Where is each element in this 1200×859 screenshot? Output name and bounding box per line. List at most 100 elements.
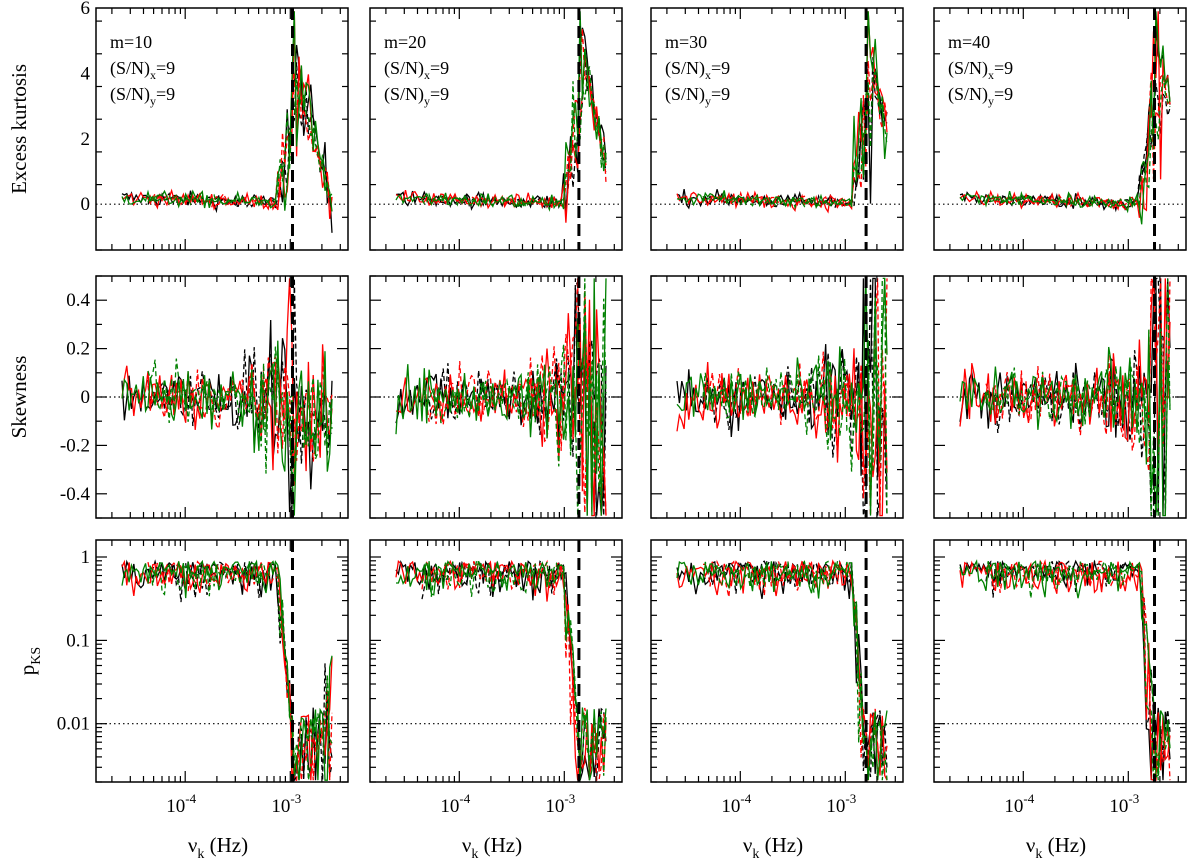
panel-pks-m10: 0.01 0.1 1 10-4 10-3: [57, 539, 349, 817]
series-line-black-dashed: [147, 62, 333, 209]
y-tick-label: 0.4: [66, 290, 90, 311]
series-line-red-dashed: [147, 72, 333, 210]
panel-kurt-m10: 0 2 4 6 m=10 (S/N)x=9(S/N)y=9: [81, 0, 349, 251]
series-line-red-dashed: [147, 356, 333, 470]
series-line-green-solid: [959, 11, 1171, 225]
x-axis-title: νk (Hz): [462, 833, 522, 859]
sn-x-label: (S/N)x=9: [665, 58, 730, 82]
panel-kurt-m30: m=30 (S/N)x=9(S/N)y=9: [650, 7, 904, 251]
series-line-red-solid: [676, 348, 888, 517]
sn-x-value: =9: [994, 58, 1013, 78]
y-tick-label: -0.4: [60, 484, 91, 505]
series-line-green-dashed: [702, 277, 888, 516]
panel-skew-m40: [933, 275, 1187, 519]
series-line-green-solid: [395, 11, 607, 210]
y-tick-label: 2: [81, 129, 91, 150]
series-line-green-dashed: [985, 559, 1171, 781]
y-tick-label: 0: [81, 194, 91, 215]
x-axis-title-sub: k: [752, 847, 759, 859]
x-tick-exponent: -4: [459, 791, 470, 806]
panel-pks-m30: 10-4 10-3: [650, 539, 904, 817]
y-axis-titles: Excess kurtosis Skewness pKS: [7, 64, 44, 675]
x-tick-exponent: -3: [845, 791, 856, 806]
sn-x-value: =9: [430, 58, 449, 78]
x-tick-label: 10-3: [826, 791, 856, 817]
y-tick-label: 0: [81, 387, 91, 408]
series-group: [959, 559, 1171, 781]
x-tick-label: 10-4: [166, 791, 196, 817]
x-axis-title-unit: (Hz): [1042, 833, 1086, 857]
series-line-black-solid: [676, 559, 888, 774]
series-group: [395, 559, 607, 781]
series-line-black-dashed: [147, 559, 333, 782]
x-tick-exponent: -4: [740, 791, 751, 806]
series-line-black-dashed: [985, 277, 1171, 517]
x-tick-label: 10-3: [545, 791, 575, 817]
series-line-green-dashed: [421, 560, 607, 776]
series-line-red-solid: [121, 11, 333, 219]
series-line-green-dashed: [702, 560, 888, 781]
m-label: m=40: [948, 32, 990, 52]
series-line-black-solid: [959, 26, 1171, 213]
panel-frame: [650, 539, 904, 783]
series-group: [395, 278, 607, 517]
sn-x-label: (S/N)x=9: [384, 58, 449, 82]
sn-y-sub: y: [988, 94, 994, 108]
series-line-red-dashed: [421, 278, 607, 517]
panel-skew-m30: [650, 275, 904, 519]
series-line-green-solid: [959, 329, 1171, 517]
sn-y-value: =9: [994, 84, 1013, 104]
series-line-red-dashed: [421, 559, 607, 781]
panel-skew-m20: [369, 275, 623, 519]
series-line-red-dashed: [985, 559, 1171, 781]
series-group: [676, 277, 888, 517]
series-line-green-dashed: [702, 70, 888, 210]
x-axis-title-unit: (Hz): [759, 833, 803, 857]
sn-x-sub: x: [705, 68, 711, 82]
series-line-red-dashed: [702, 278, 888, 516]
y-tick-label: 6: [81, 0, 91, 19]
x-tick-label: 10-4: [440, 791, 470, 817]
panel-pks-m20: 10-4 10-3: [369, 539, 623, 817]
panel-frame: [933, 539, 1187, 783]
sn-y-label: (S/N)y=9: [665, 84, 730, 108]
series-line-green-dashed: [421, 66, 607, 212]
series-line-black-dashed: [985, 559, 1171, 770]
sn-y-value: =9: [430, 84, 449, 104]
sn-x-sub: x: [988, 68, 994, 82]
x-tick-label: 10-3: [1109, 791, 1139, 817]
series-group: [676, 11, 888, 214]
series-line-red-solid: [959, 559, 1171, 781]
sn-y-label: (S/N)y=9: [110, 84, 175, 108]
panel-kurt-m20: m=20 (S/N)x=9(S/N)y=9: [369, 7, 623, 251]
y-tick-label: 0.2: [66, 339, 90, 360]
x-axis-title-sub: k: [1035, 847, 1042, 859]
x-tick-label: 10-4: [1004, 791, 1034, 817]
panel-frame: [650, 7, 904, 251]
y-axis-title-skew: Skewness: [7, 356, 31, 439]
series-group: [959, 11, 1171, 225]
sn-y-value: =9: [711, 84, 730, 104]
y-tick-label: 0.01: [57, 714, 90, 735]
panel-frame: [95, 7, 349, 251]
m-label: m=30: [665, 32, 707, 52]
series-line-green-solid: [676, 11, 888, 210]
y-tick-label: 1: [81, 547, 91, 568]
y-axis-title-pks: pKS: [15, 647, 44, 675]
series-group: [959, 277, 1171, 517]
series-line-black-dashed: [421, 278, 607, 516]
series-line-green-dashed: [147, 346, 333, 482]
sn-x-sub: x: [150, 68, 156, 82]
y-tick-label: 4: [81, 63, 91, 84]
series-line-green-solid: [959, 559, 1171, 779]
sn-y-sub: y: [150, 94, 156, 108]
y-tick-label: 0.1: [66, 630, 90, 651]
series-line-green-solid: [121, 340, 333, 516]
y-axis-title-sub: KS: [29, 647, 44, 665]
series-line-green-dashed: [421, 278, 607, 516]
panel-pks-m40: 10-4 10-3: [933, 539, 1187, 817]
series-line-black-solid: [121, 559, 333, 781]
x-tick-label: 10-4: [721, 791, 751, 817]
series-line-red-solid: [959, 11, 1171, 218]
